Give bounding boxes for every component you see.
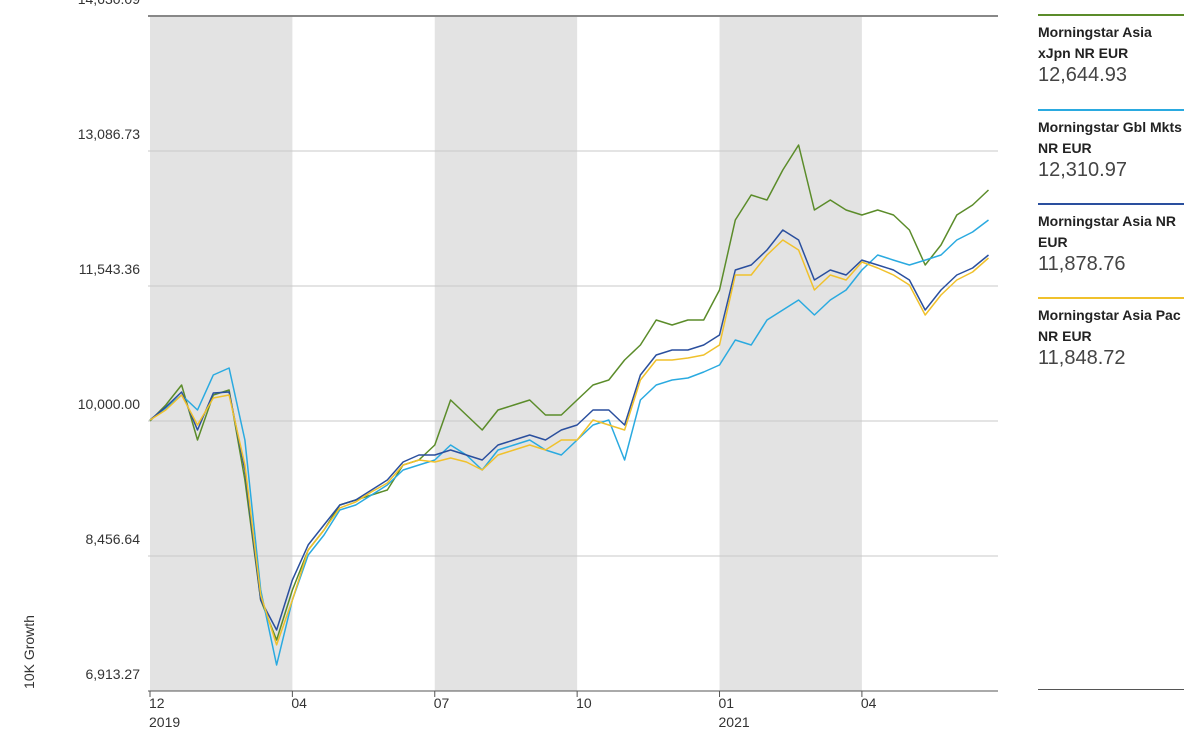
x-tick-label: 10 <box>576 695 592 711</box>
chart: 10K Growth 6,913.27 8,456.64 10,000.00 11,5… <box>21 0 998 730</box>
period-shade <box>719 16 862 691</box>
y-tick-label: 10,000.00 <box>78 396 140 412</box>
legend-name: Morningstar Asia xJpn NR EUR <box>1038 24 1152 61</box>
series-line <box>149 239 989 646</box>
y-axis-label: 10K Growth <box>21 615 37 689</box>
x-tick-label: 01 <box>719 695 735 711</box>
legend-entry: Morningstar Asia Pac NR EUR 11,848.72 <box>1038 297 1184 369</box>
y-tick-label: 11,543.36 <box>79 261 140 277</box>
legend-value: 11,848.72 <box>1038 347 1126 369</box>
y-tick-label: 14,630.09 <box>78 0 140 7</box>
legend-value: 12,644.93 <box>1038 64 1127 86</box>
legend-value: 12,310.97 <box>1038 159 1127 181</box>
x-tick-label: 04 <box>861 695 877 711</box>
x-year-label: 2019 <box>149 714 180 730</box>
period-shade <box>150 16 293 691</box>
y-tick-label: 13,086.73 <box>78 126 140 142</box>
legend-name: Morningstar Asia NR EUR <box>1038 213 1176 250</box>
series-line <box>149 219 989 666</box>
period-shade <box>434 16 578 691</box>
legend-name: Morningstar Gbl Mkts NR EUR <box>1038 119 1182 156</box>
x-tick-label: 07 <box>434 695 450 711</box>
x-tick-label: 12 <box>149 695 165 711</box>
series-line <box>149 144 990 641</box>
legend-entry: Morningstar Asia xJpn NR EUR 12,644.93 <box>1038 14 1184 86</box>
legend-entry: Morningstar Gbl Mkts NR EUR 12,310.97 <box>1038 109 1184 181</box>
y-tick-label: 8,456.64 <box>86 531 141 547</box>
y-tick-label: 6,913.27 <box>86 666 141 682</box>
x-tick-label: 04 <box>291 695 307 711</box>
x-year-label: 2021 <box>719 714 750 730</box>
legend-value: 11,878.76 <box>1038 253 1126 275</box>
legend-rule <box>1038 689 1184 690</box>
legend-entry: Morningstar Asia NR EUR 11,878.76 <box>1038 203 1184 275</box>
series-line <box>149 229 989 631</box>
legend-name: Morningstar Asia Pac NR EUR <box>1038 307 1181 344</box>
